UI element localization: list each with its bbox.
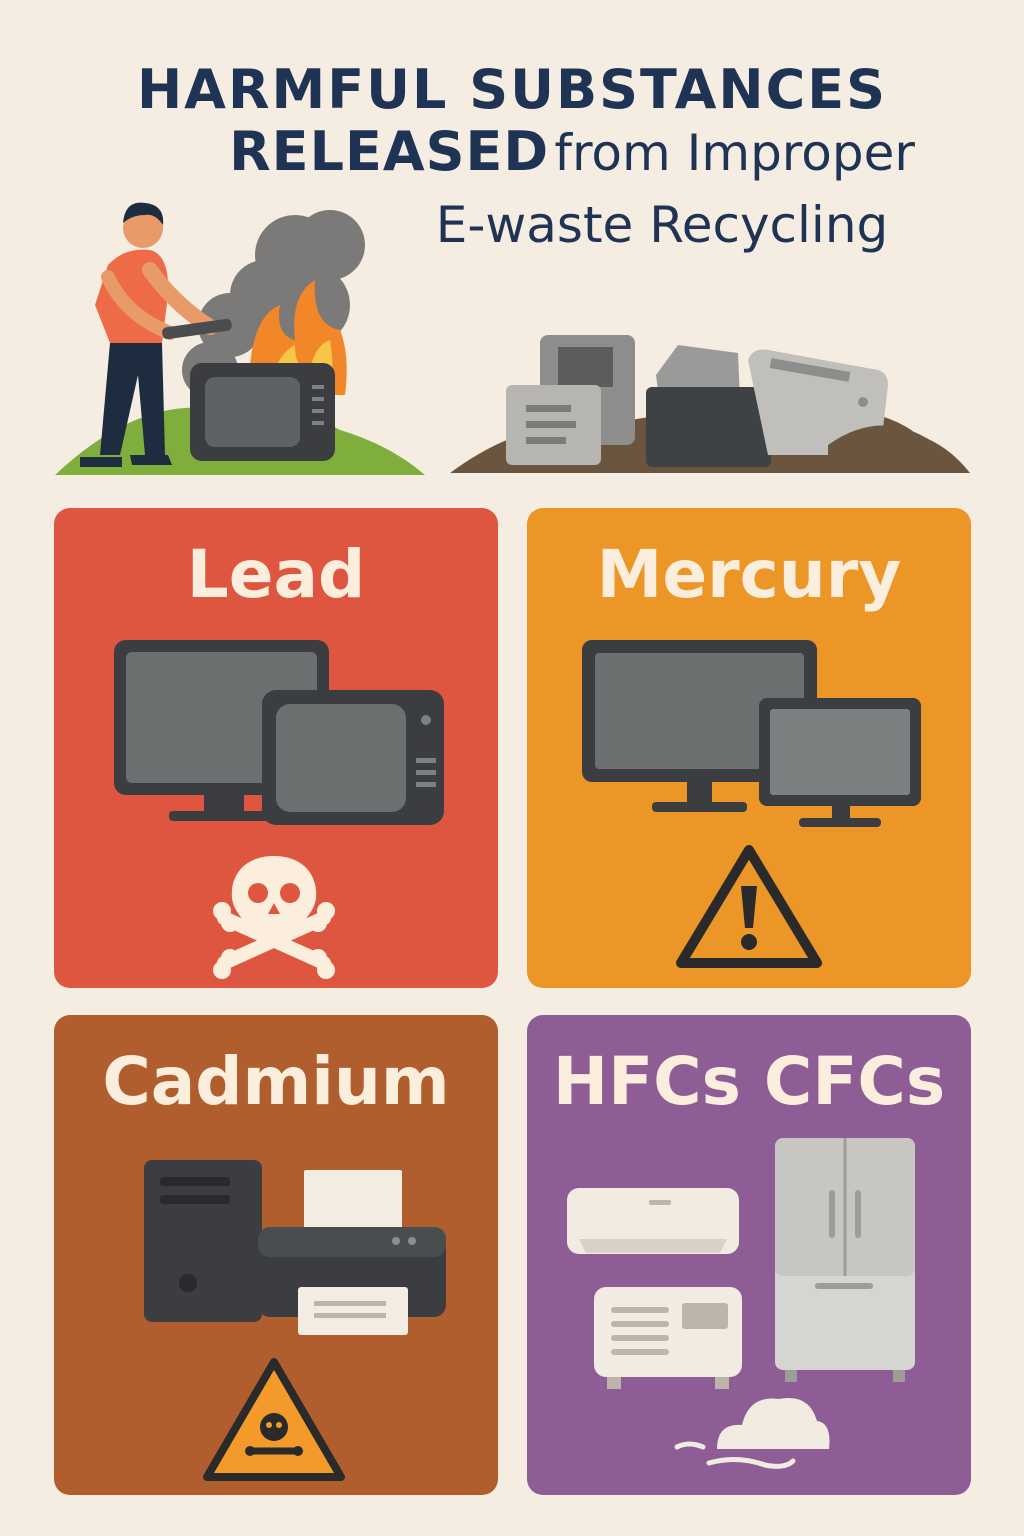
- card-mercury: Mercury: [527, 508, 971, 988]
- title-line-2-rest: from Improper: [554, 124, 915, 182]
- title-line-2: RELEASED from Improper: [0, 122, 1024, 195]
- cloud-icon: [674, 1397, 830, 1469]
- burning-ewaste-illustration: [55, 202, 425, 475]
- page-title: HARMFUL SUBSTANCES RELEASED from Imprope…: [0, 58, 1024, 255]
- card-label-hfcs-cfcs: HFCs CFCs: [552, 1043, 946, 1120]
- crt-monitor-and-tv-icon: [114, 640, 444, 825]
- toxic-warning-icon: [203, 1358, 345, 1481]
- card-hfcs-cfcs: HFCs CFCs: [527, 1015, 971, 1495]
- card-lead: Lead: [54, 508, 498, 988]
- card-cadmium: Cadmium: [54, 1015, 498, 1495]
- computer-tower-and-printer-icon: [144, 1160, 446, 1335]
- ewaste-pile-illustration: [450, 335, 970, 473]
- flat-screen-monitors-icon: [582, 640, 921, 827]
- title-line-2-bold: RELEASED: [229, 120, 550, 183]
- card-label-cadmium: Cadmium: [102, 1043, 450, 1120]
- card-label-mercury: Mercury: [596, 536, 902, 613]
- title-line-3: E-waste Recycling: [435, 196, 889, 254]
- card-label-lead: Lead: [186, 536, 366, 613]
- air-conditioner-fridge-appliances-icon: [567, 1138, 915, 1389]
- title-line-1: HARMFUL SUBSTANCES: [136, 58, 888, 121]
- skull-crossbones-icon: [213, 856, 335, 979]
- warning-triangle-icon: [676, 845, 822, 968]
